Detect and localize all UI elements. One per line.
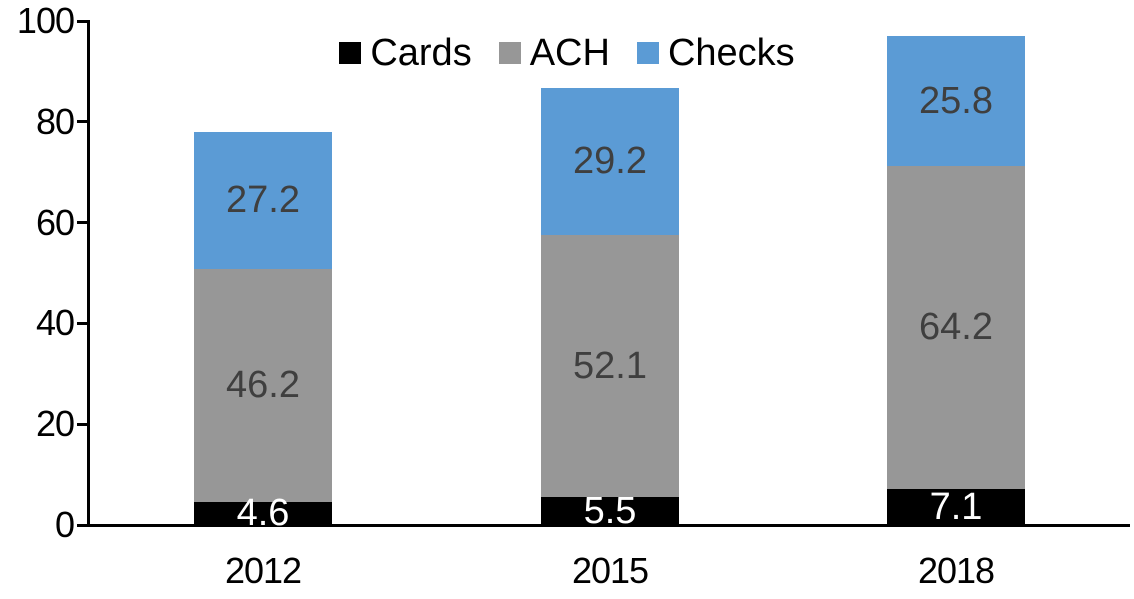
bar-segment-cards-2015: 5.5 (541, 492, 679, 530)
bar-segment-ach-2015: 52.1 (541, 234, 679, 498)
bar-segment-value-label: 46.2 (226, 364, 300, 407)
bar-segment-cards-2012: 4.6 (194, 494, 332, 532)
legend: Cards ACH Checks (0, 33, 1134, 73)
bar-segment-checks-2018: 25.8 (887, 35, 1025, 166)
x-axis-line (87, 524, 1130, 527)
legend-item-cards: Cards (339, 32, 472, 74)
y-axis-tick-label: 80 (35, 100, 75, 142)
legend-item-checks: Checks (636, 32, 795, 74)
bar-2018: 7.1 64.2 25.8 (887, 35, 1025, 529)
y-axis-tick-label: 60 (35, 201, 75, 243)
legend-swatch-checks-icon (636, 42, 659, 64)
bar-segment-value-label: 64.2 (919, 306, 993, 349)
y-axis-tick-label: 100 (16, 0, 75, 41)
x-axis-label-2018: 2018 (917, 550, 995, 591)
legend-label-ach: ACH (529, 32, 610, 74)
y-axis-tick (77, 321, 88, 325)
bar-segment-checks-2015: 29.2 (541, 87, 679, 235)
y-axis-tick (77, 120, 88, 124)
bar-2012: 4.6 46.2 27.2 (194, 131, 332, 532)
bar-segment-value-label: 5.5 (583, 490, 637, 533)
bar-segment-checks-2012: 27.2 (194, 131, 332, 269)
y-axis-tick (77, 221, 88, 225)
bar-segment-value-label: 7.1 (929, 486, 983, 529)
bar-segment-ach-2012: 46.2 (194, 268, 332, 502)
x-axis-label-2015: 2015 (571, 550, 649, 591)
y-axis-tick-label: 40 (35, 302, 75, 344)
bar-2015: 5.5 52.1 29.2 (541, 87, 679, 530)
legend-swatch-ach-icon (498, 42, 521, 64)
legend-label-cards: Cards (370, 32, 472, 74)
legend-item-ach: ACH (498, 32, 610, 74)
y-axis-tick (77, 422, 88, 426)
bar-segment-cards-2018: 7.1 (887, 486, 1025, 529)
y-axis-tick-label: 0 (54, 504, 75, 545)
y-axis-line (87, 20, 90, 527)
x-axis-label-2012: 2012 (224, 550, 302, 591)
y-axis-tick-label: 20 (35, 403, 75, 445)
y-axis-tick (77, 19, 88, 23)
bar-segment-value-label: 4.6 (236, 492, 290, 535)
y-axis-tick (77, 523, 88, 527)
bar-segment-value-label: 52.1 (573, 344, 647, 387)
legend-swatch-cards-icon (339, 42, 362, 64)
bar-segment-value-label: 25.8 (919, 79, 993, 122)
bar-segment-value-label: 27.2 (226, 179, 300, 222)
bar-segment-value-label: 29.2 (573, 140, 647, 183)
bar-segment-ach-2018: 64.2 (887, 165, 1025, 490)
legend-label-checks: Checks (667, 32, 795, 74)
